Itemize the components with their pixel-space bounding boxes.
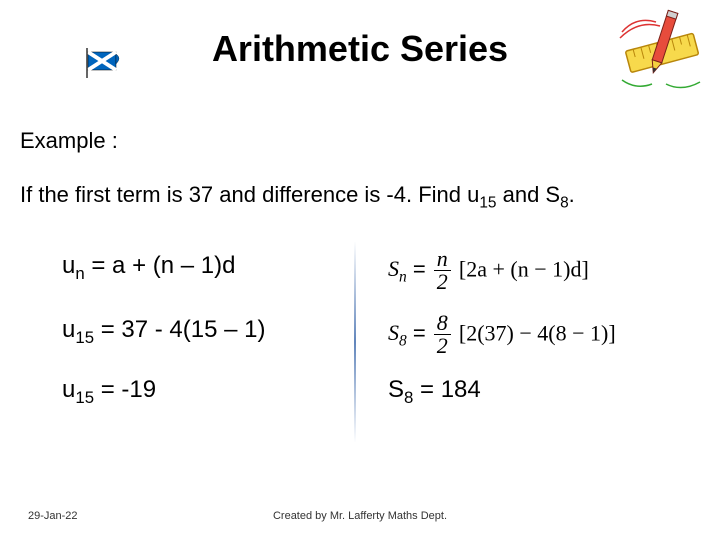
substitution-s8: S8 = 82 [2(37) − 4(8 − 1)] (388, 312, 616, 357)
substitution-u15: u15 = 37 - 4(15 – 1) (62, 316, 265, 348)
title-row: Arithmetic Series (0, 28, 720, 70)
result-u15: u15 = -19 (62, 376, 156, 408)
problem-text: If the first term is 37 and difference i… (20, 182, 575, 212)
column-divider (354, 242, 356, 442)
formula-sn: Sn = n2 [2a + (n − 1)d] (388, 248, 589, 293)
result-s8: S8 = 184 (388, 376, 481, 408)
example-label: Example : (20, 128, 118, 154)
footer-credit: Created by Mr. Lafferty Maths Dept. (0, 510, 720, 522)
formula-un: un = a + (n – 1)d (62, 252, 235, 284)
slide: Arithmetic Series Example : If the first… (0, 0, 720, 540)
page-title: Arithmetic Series (212, 28, 508, 69)
